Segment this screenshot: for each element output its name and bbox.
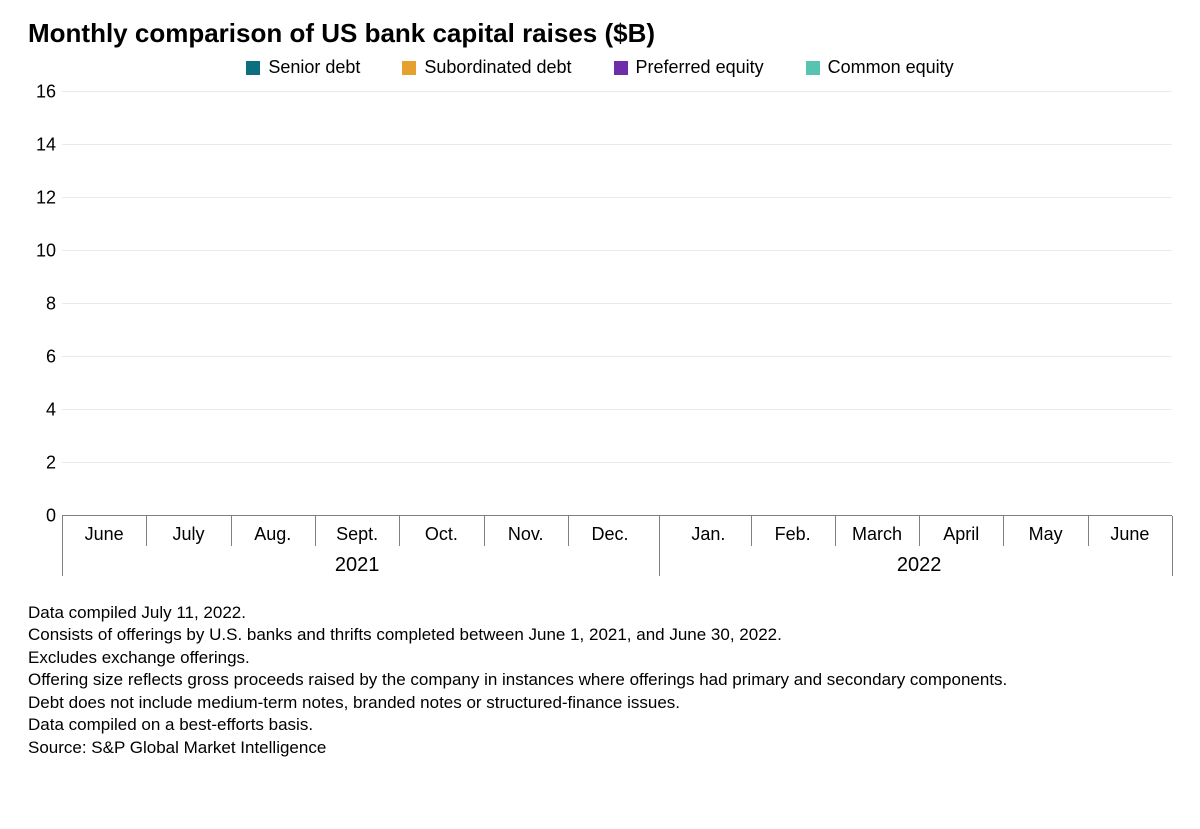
bars-row: JuneJulyAug.Sept.Oct.Nov.Dec.Jan.Feb.Mar… (62, 92, 1172, 516)
legend-swatch (806, 61, 820, 75)
y-axis-tick-label: 16 (36, 82, 56, 103)
year-gap (652, 92, 666, 516)
y-gridline (62, 356, 1172, 357)
year-boundary-tick (659, 516, 660, 576)
bar-group: May (1003, 92, 1087, 516)
month-boundary-tick (919, 516, 920, 546)
x-axis-month-label: July (172, 524, 204, 545)
y-gridline (62, 409, 1172, 410)
x-axis-month-label: March (852, 524, 902, 545)
bar-group: Sept. (315, 92, 399, 516)
month-boundary-tick (399, 516, 400, 546)
y-gridline (62, 197, 1172, 198)
year-boundary-tick (1172, 516, 1173, 576)
bar-group: Jan. (666, 92, 750, 516)
x-axis-year-label: 2022 (897, 554, 942, 577)
bar-group: Dec. (568, 92, 652, 516)
chart-container: Monthly comparison of US bank capital ra… (0, 0, 1200, 829)
bar-group: Oct. (399, 92, 483, 516)
legend-label: Senior debt (268, 57, 360, 78)
bar-group: April (919, 92, 1003, 516)
legend-swatch (614, 61, 628, 75)
footnote-line: Debt does not include medium-term notes,… (28, 692, 1172, 714)
y-axis-tick-label: 0 (46, 506, 56, 527)
legend-item: Subordinated debt (402, 57, 571, 78)
y-axis-tick-label: 4 (46, 400, 56, 421)
y-axis-tick-label: 6 (46, 347, 56, 368)
y-axis-tick-label: 12 (36, 188, 56, 209)
x-axis-month-label: Oct. (425, 524, 458, 545)
y-gridline (62, 303, 1172, 304)
x-axis-month-label: Sept. (336, 524, 378, 545)
y-gridline (62, 515, 1172, 516)
x-axis-month-label: April (943, 524, 979, 545)
x-axis-year-label: 2021 (335, 554, 380, 577)
bar-group: March (835, 92, 919, 516)
legend-item: Preferred equity (614, 57, 764, 78)
legend-item: Senior debt (246, 57, 360, 78)
chart-title: Monthly comparison of US bank capital ra… (28, 18, 1172, 49)
footnote-line: Excludes exchange offerings. (28, 647, 1172, 669)
y-axis-tick-label: 8 (46, 294, 56, 315)
legend-swatch (402, 61, 416, 75)
month-boundary-tick (1003, 516, 1004, 546)
footnote-line: Offering size reflects gross proceeds ra… (28, 669, 1172, 691)
footnote-line: Data compiled July 11, 2022. (28, 602, 1172, 624)
x-axis-month-label: Nov. (508, 524, 544, 545)
footnotes: Data compiled July 11, 2022.Consists of … (28, 602, 1172, 759)
x-axis-month-label: May (1029, 524, 1063, 545)
y-gridline (62, 462, 1172, 463)
x-axis-month-label: June (85, 524, 124, 545)
month-boundary-tick (568, 516, 569, 546)
y-axis-tick-label: 10 (36, 241, 56, 262)
plot-area: JuneJulyAug.Sept.Oct.Nov.Dec.Jan.Feb.Mar… (62, 92, 1172, 516)
bar-group: Nov. (484, 92, 568, 516)
footnote-line: Source: S&P Global Market Intelligence (28, 737, 1172, 759)
legend-label: Subordinated debt (424, 57, 571, 78)
y-gridline (62, 250, 1172, 251)
month-boundary-tick (484, 516, 485, 546)
legend-label: Common equity (828, 57, 954, 78)
y-axis-tick-label: 2 (46, 453, 56, 474)
bar-group: June (1088, 92, 1172, 516)
month-boundary-tick (315, 516, 316, 546)
bar-group: Feb. (751, 92, 835, 516)
footnote-line: Consists of offerings by U.S. banks and … (28, 624, 1172, 646)
y-axis-tick-label: 14 (36, 135, 56, 156)
footnote-line: Data compiled on a best-efforts basis. (28, 714, 1172, 736)
legend: Senior debt Subordinated debt Preferred eq… (28, 57, 1172, 78)
x-axis-month-label: Dec. (592, 524, 629, 545)
x-axis-month-label: June (1110, 524, 1149, 545)
legend-label: Preferred equity (636, 57, 764, 78)
bar-group: Aug. (231, 92, 315, 516)
y-gridline (62, 91, 1172, 92)
month-boundary-tick (146, 516, 147, 546)
bar-group: July (146, 92, 230, 516)
year-boundary-tick (62, 516, 63, 576)
month-boundary-tick (835, 516, 836, 546)
y-gridline (62, 144, 1172, 145)
chart-area: JuneJulyAug.Sept.Oct.Nov.Dec.Jan.Feb.Mar… (28, 84, 1172, 594)
x-axis-month-label: Jan. (691, 524, 725, 545)
x-axis-month-label: Feb. (775, 524, 811, 545)
month-boundary-tick (1088, 516, 1089, 546)
x-axis-month-label: Aug. (254, 524, 291, 545)
month-boundary-tick (751, 516, 752, 546)
bar-group: June (62, 92, 146, 516)
legend-swatch (246, 61, 260, 75)
month-boundary-tick (231, 516, 232, 546)
legend-item: Common equity (806, 57, 954, 78)
